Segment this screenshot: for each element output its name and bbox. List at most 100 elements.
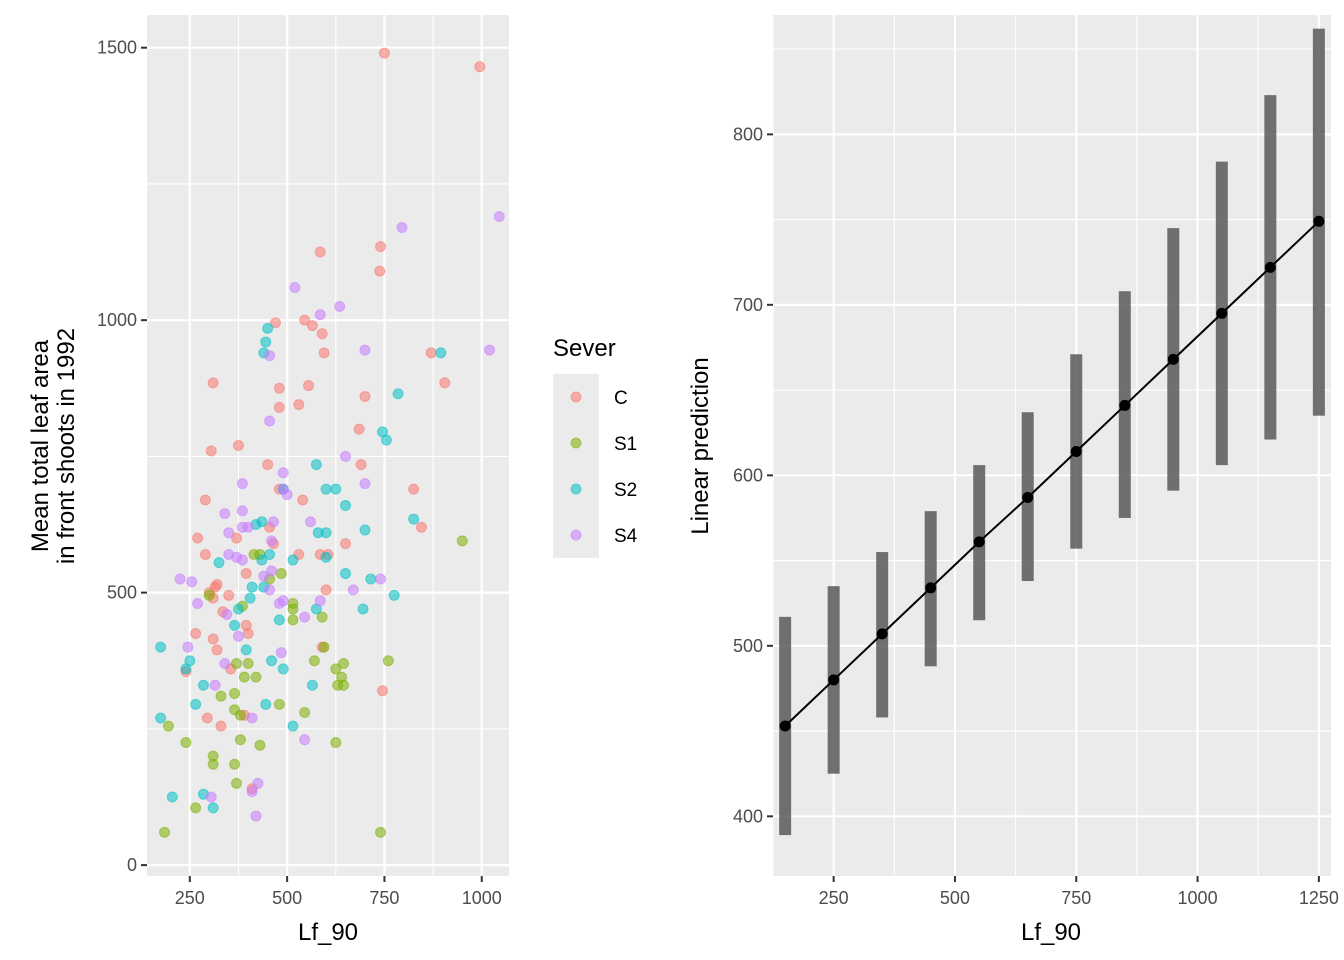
legend-items: C S1 S2 S4 bbox=[553, 374, 638, 558]
prediction-point bbox=[1070, 445, 1082, 457]
scatter-point-s1 bbox=[231, 777, 243, 789]
scatter-point-c bbox=[320, 584, 332, 596]
scatter-point-s2 bbox=[408, 513, 420, 525]
scatter-point-c bbox=[359, 390, 371, 402]
prediction-x-tick-label: 750 bbox=[1061, 888, 1091, 908]
scatter-point-s4 bbox=[493, 211, 505, 223]
scatter-point-s2 bbox=[357, 603, 369, 615]
scatter-point-s2 bbox=[166, 791, 178, 803]
prediction-point bbox=[1216, 307, 1228, 319]
scatter-point-c bbox=[299, 314, 311, 326]
prediction-y-tick-label: 800 bbox=[733, 124, 763, 144]
scatter-x-tick-label: 750 bbox=[369, 888, 399, 908]
scatter-point-c bbox=[205, 445, 217, 457]
prediction-points bbox=[779, 215, 1325, 732]
prediction-y-tick-label: 400 bbox=[733, 806, 763, 826]
scatter-point-s4 bbox=[273, 598, 285, 610]
scatter-point-c bbox=[215, 720, 227, 732]
prediction-y-tick-label: 500 bbox=[733, 636, 763, 656]
scatter-point-s2 bbox=[207, 802, 219, 814]
prediction-y-tick-label: 600 bbox=[733, 465, 763, 485]
scatter-panel: 250 500 750 1000 0 500 1000 1500 Lf_90 Mean tot… bbox=[27, 15, 509, 946]
scatter-x-tick-label: 500 bbox=[272, 888, 302, 908]
prediction-point bbox=[1264, 261, 1276, 273]
scatter-point-s2 bbox=[435, 347, 447, 359]
scatter-point-s4 bbox=[258, 570, 270, 582]
scatter-point-s1 bbox=[316, 611, 328, 623]
scatter-point-s2 bbox=[273, 614, 285, 626]
scatter-point-s4 bbox=[277, 467, 289, 479]
scatter-point-s2 bbox=[155, 641, 167, 653]
scatter-point-c bbox=[273, 382, 285, 394]
scatter-y-axis-title: Mean total leaf area in front shoots in … bbox=[27, 328, 80, 564]
scatter-point-s1 bbox=[254, 739, 266, 751]
scatter-point-s2 bbox=[340, 499, 352, 511]
scatter-point-s1 bbox=[215, 690, 227, 702]
scatter-point-s1 bbox=[275, 568, 287, 580]
scatter-point-c bbox=[273, 401, 285, 413]
scatter-point-s4 bbox=[340, 450, 352, 462]
scatter-point-s2 bbox=[232, 603, 244, 615]
legend-key-background bbox=[553, 374, 599, 558]
scatter-x-tick-label: 250 bbox=[175, 888, 205, 908]
scatter-point-s4 bbox=[375, 573, 387, 585]
scatter-point-s2 bbox=[359, 524, 371, 536]
scatter-point-s4 bbox=[359, 344, 371, 356]
scatter-point-s2 bbox=[180, 663, 192, 675]
scatter-point-s4 bbox=[223, 527, 235, 539]
scatter-y-tick-label: 0 bbox=[127, 855, 137, 875]
scatter-y-tick-label: 500 bbox=[107, 583, 137, 603]
prediction-point bbox=[1313, 215, 1325, 227]
scatter-point-s2 bbox=[320, 527, 332, 539]
scatter-point-s4 bbox=[242, 521, 254, 533]
scatter-point-s1 bbox=[229, 758, 241, 770]
scatter-point-c bbox=[262, 459, 274, 471]
scatter-point-s2 bbox=[310, 459, 322, 471]
legend-label-s2: S2 bbox=[614, 480, 637, 501]
legend-title: Sever bbox=[553, 335, 616, 362]
scatter-point-s4 bbox=[236, 554, 248, 566]
scatter-point-c bbox=[306, 320, 318, 332]
scatter-point-c bbox=[240, 568, 252, 580]
legend-key-c bbox=[570, 391, 582, 403]
scatter-point-s4 bbox=[314, 595, 326, 607]
scatter-point-s4 bbox=[281, 489, 293, 501]
scatter-point-s1 bbox=[180, 736, 192, 748]
scatter-point-s1 bbox=[250, 671, 262, 683]
scatter-point-s2 bbox=[256, 554, 268, 566]
scatter-point-s1 bbox=[273, 698, 285, 710]
scatter-points bbox=[155, 47, 505, 838]
scatter-axes: 250 500 750 1000 0 500 1000 1500 bbox=[97, 38, 502, 908]
legend-label-s1: S1 bbox=[614, 434, 637, 455]
scatter-point-s4 bbox=[221, 608, 233, 620]
scatter-point-s4 bbox=[236, 478, 248, 490]
prediction-point bbox=[1119, 399, 1131, 411]
legend-label-s4: S4 bbox=[614, 526, 638, 547]
prediction-x-tick-label: 1250 bbox=[1299, 888, 1339, 908]
scatter-point-s2 bbox=[320, 551, 332, 563]
legend: Sever C S1 S2 S4 bbox=[553, 335, 638, 558]
scatter-point-c bbox=[231, 532, 243, 544]
scatter-point-s2 bbox=[340, 568, 352, 580]
scatter-point-s4 bbox=[299, 734, 311, 746]
scatter-point-s4 bbox=[246, 712, 258, 724]
scatter-point-s1 bbox=[299, 707, 311, 719]
scatter-point-s1 bbox=[238, 671, 250, 683]
scatter-point-s1 bbox=[234, 734, 246, 746]
scatter-point-s1 bbox=[287, 614, 299, 626]
scatter-point-s4 bbox=[289, 281, 301, 293]
prediction-x-tick-label: 1000 bbox=[1178, 888, 1218, 908]
legend-key-s4 bbox=[570, 529, 582, 541]
scatter-point-s4 bbox=[219, 657, 231, 669]
prediction-point bbox=[876, 628, 888, 640]
scatter-point-s2 bbox=[155, 712, 167, 724]
legend-key-s2 bbox=[570, 483, 582, 495]
scatter-x-axis-title: Lf_90 bbox=[298, 919, 358, 946]
scatter-x-tick-label: 1000 bbox=[462, 888, 502, 908]
scatter-plot-background bbox=[147, 15, 509, 876]
scatter-point-c bbox=[242, 628, 254, 640]
scatter-point-s1 bbox=[338, 657, 350, 669]
scatter-point-s1 bbox=[234, 709, 246, 721]
scatter-point-c bbox=[269, 317, 281, 329]
